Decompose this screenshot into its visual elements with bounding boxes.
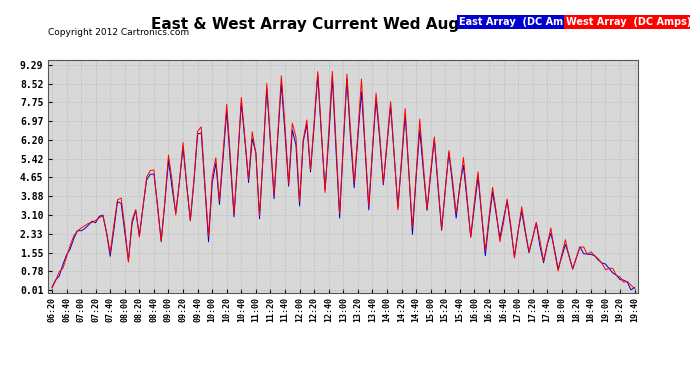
Text: East Array  (DC Amps): East Array (DC Amps) xyxy=(459,17,580,27)
Text: Copyright 2012 Cartronics.com: Copyright 2012 Cartronics.com xyxy=(48,28,190,37)
Text: East & West Array Current Wed Aug 15 19:51: East & West Array Current Wed Aug 15 19:… xyxy=(151,17,539,32)
Text: West Array  (DC Amps): West Array (DC Amps) xyxy=(566,17,690,27)
